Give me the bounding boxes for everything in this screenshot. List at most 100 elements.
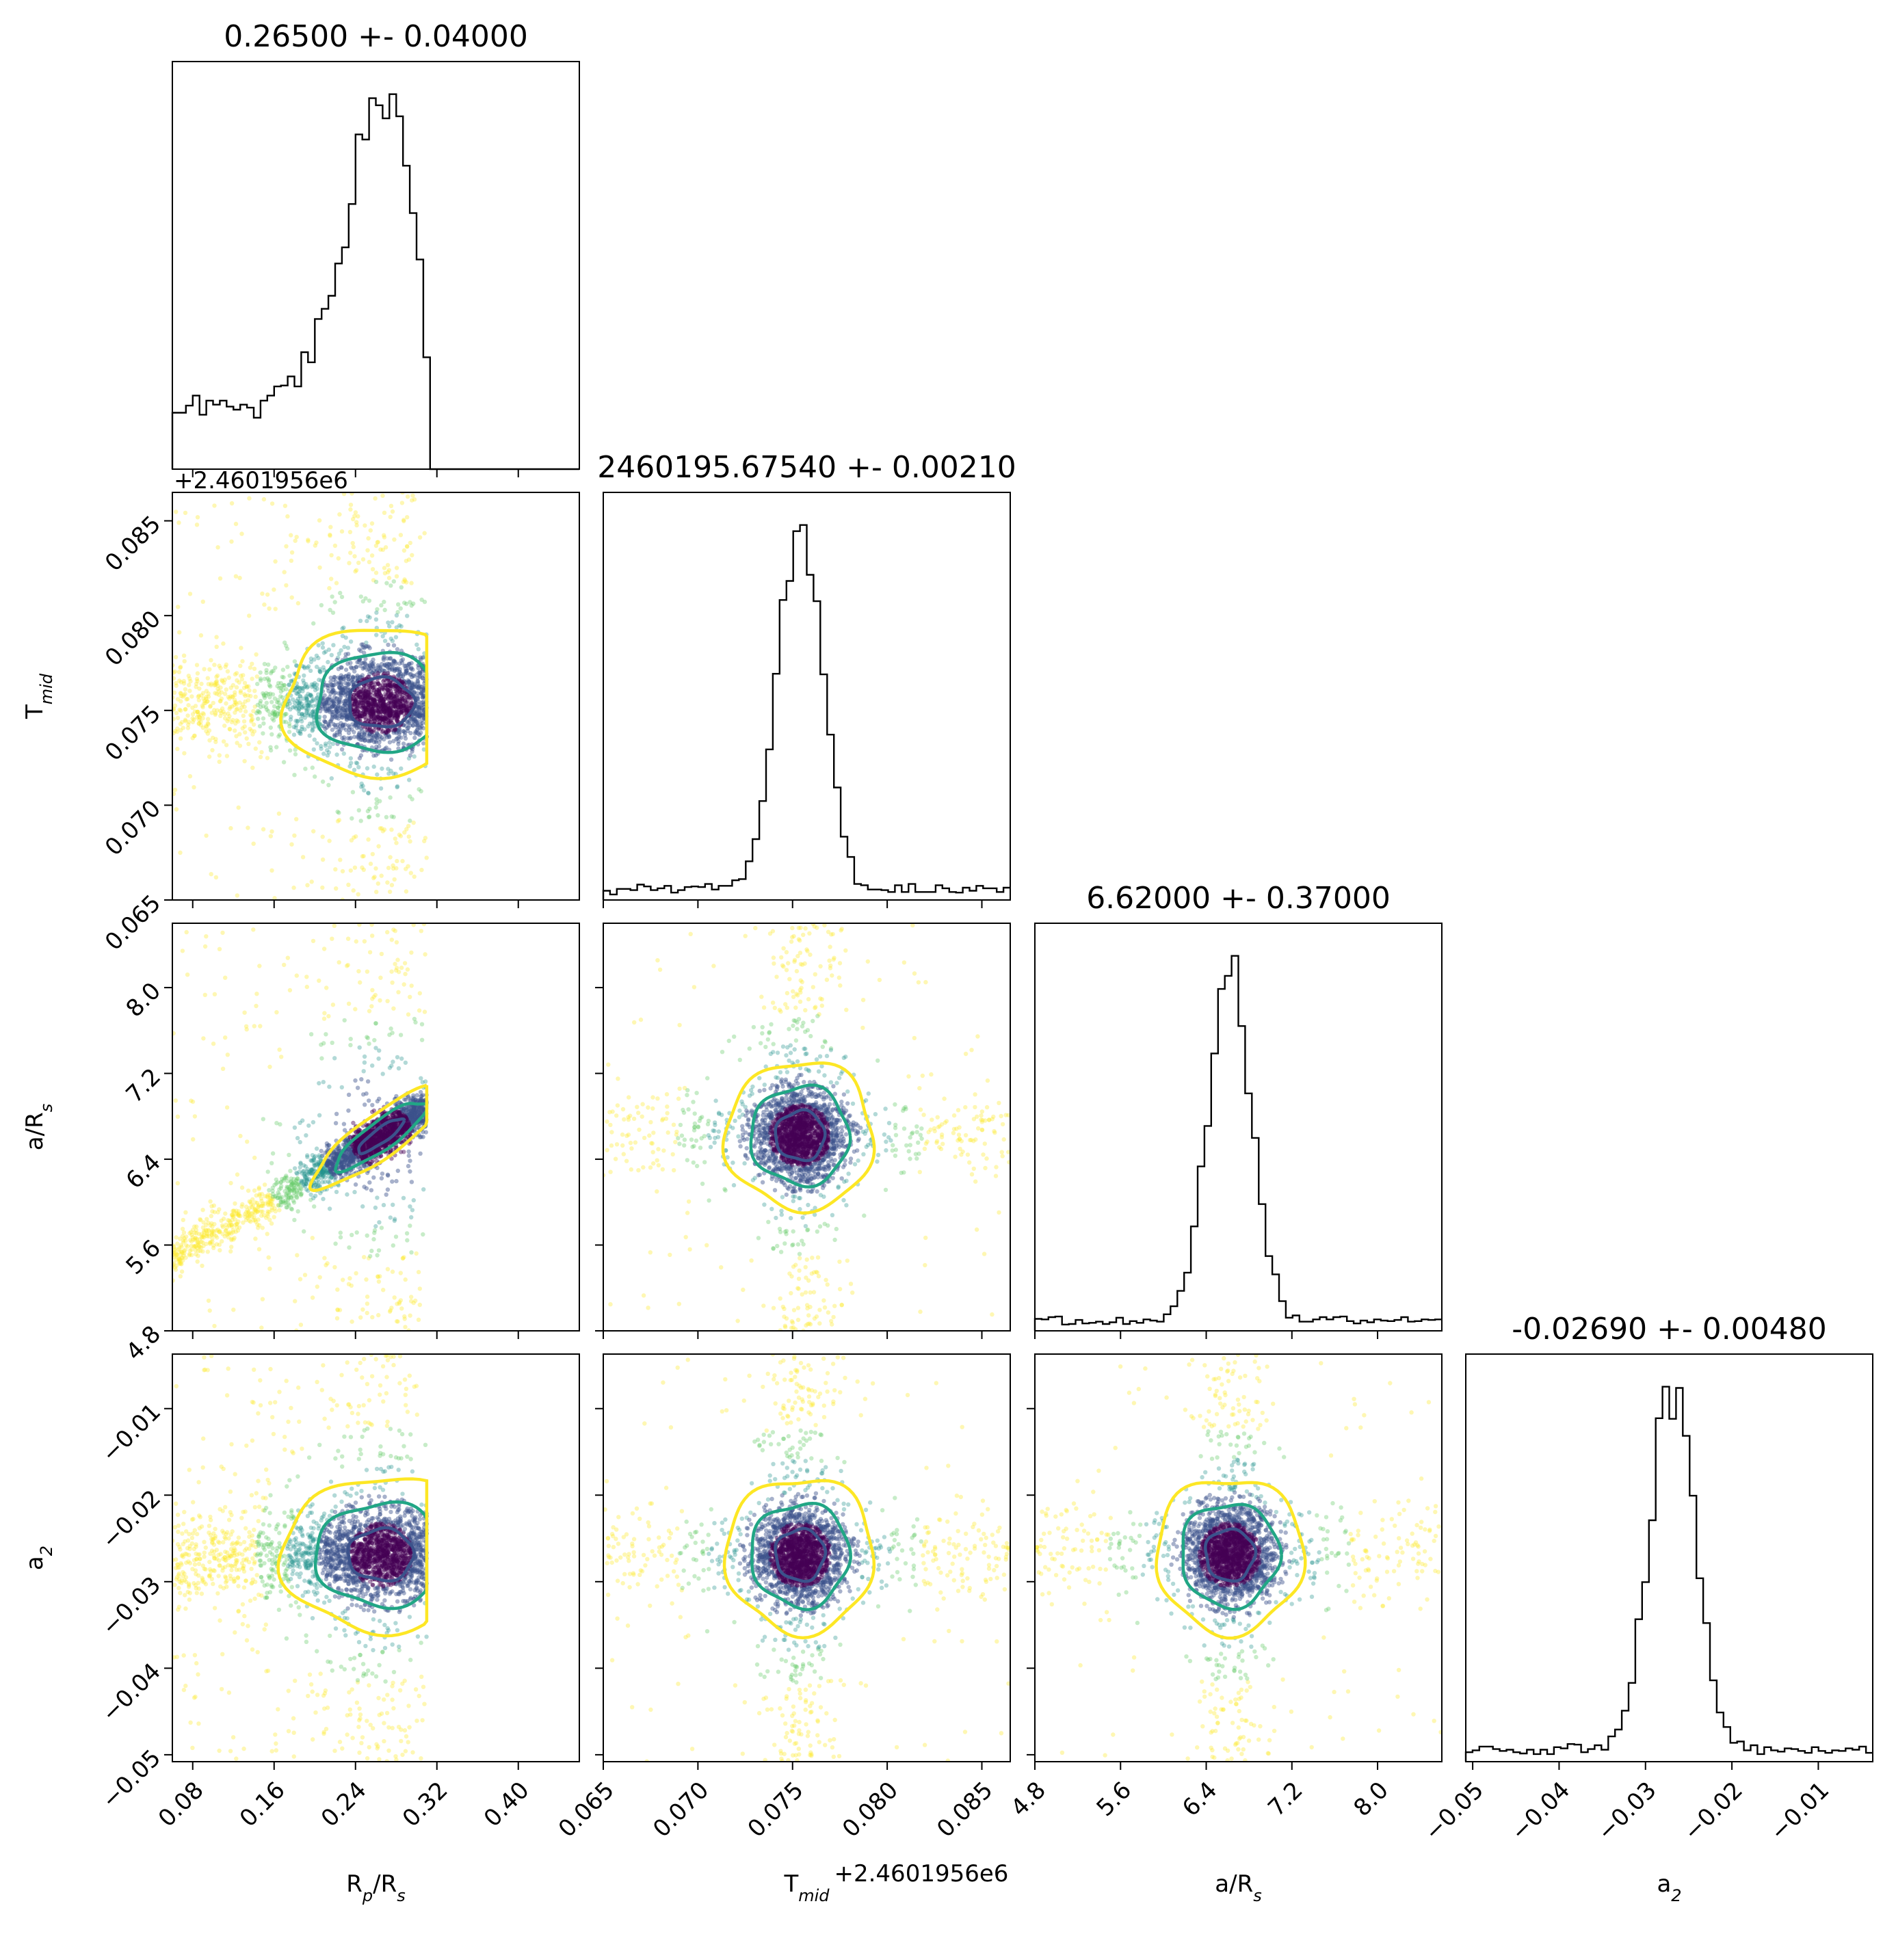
sample-point	[181, 1217, 185, 1223]
sample-point	[398, 533, 404, 538]
sample-point	[317, 668, 322, 674]
sample-point	[391, 863, 395, 868]
sample-point	[246, 698, 251, 703]
sample-point	[282, 640, 287, 645]
sample-point	[394, 711, 399, 716]
sample-point	[398, 705, 403, 710]
sample-point	[328, 691, 333, 696]
sample-point	[391, 659, 396, 663]
sample-point	[287, 724, 292, 729]
sample-point	[344, 691, 350, 696]
sample-point	[332, 701, 337, 706]
sample-point	[384, 683, 389, 688]
sample-point	[398, 710, 403, 715]
sample-point	[249, 717, 254, 723]
sample-point	[354, 711, 359, 717]
sample-point	[278, 680, 283, 686]
sample-point	[404, 559, 409, 564]
sample-point	[295, 719, 300, 724]
sample-point	[261, 692, 267, 697]
sample-point	[272, 713, 277, 717]
sample-point	[375, 717, 380, 722]
sample-point	[211, 1243, 216, 1248]
sample-point	[346, 674, 351, 678]
sample-point	[356, 715, 362, 719]
sample-point	[263, 704, 269, 710]
sample-point	[410, 682, 414, 687]
sample-point	[409, 700, 414, 706]
sample-point	[376, 1279, 382, 1284]
sample-point	[326, 706, 331, 711]
sample-point	[210, 1209, 215, 1214]
sample-point	[254, 1003, 259, 1009]
sample-point	[254, 674, 259, 679]
sample-point	[267, 1188, 272, 1193]
sample-point	[403, 691, 408, 696]
sample-point	[401, 548, 407, 553]
sample-point	[231, 694, 235, 699]
sample-point	[413, 729, 418, 734]
sample-point	[408, 672, 412, 677]
sample-point	[386, 732, 391, 738]
sample-point	[320, 641, 325, 646]
sample-point	[200, 599, 205, 604]
sample-point	[382, 709, 386, 714]
sample-point	[329, 682, 334, 687]
sample-point	[214, 678, 220, 684]
sample-point	[273, 607, 278, 611]
sample-point	[418, 726, 423, 731]
sample-point	[373, 689, 379, 695]
sample-point	[187, 719, 192, 724]
sample-point	[355, 760, 360, 766]
sample-point	[355, 714, 360, 719]
sample-point	[200, 726, 206, 730]
sample-point	[302, 1177, 307, 1182]
sample-point	[339, 676, 344, 680]
sample-point	[204, 729, 209, 734]
sample-point	[408, 994, 412, 1000]
sample-point	[375, 607, 380, 612]
sample-point	[387, 656, 393, 661]
sample-point	[371, 733, 376, 738]
sample-point	[415, 678, 420, 683]
sample-point	[419, 684, 424, 689]
sample-point	[363, 689, 368, 693]
sample-point	[357, 1045, 362, 1050]
sample-point	[395, 672, 401, 678]
sample-point	[371, 578, 376, 583]
sample-point	[405, 719, 410, 725]
sample-point	[201, 696, 206, 701]
sample-point	[376, 732, 381, 737]
sample-point	[375, 693, 380, 698]
sample-point	[371, 685, 376, 690]
sample-point	[322, 1011, 327, 1016]
sample-point	[403, 1277, 408, 1282]
sample-point	[392, 1295, 397, 1300]
sample-point	[389, 691, 393, 696]
sample-point	[258, 670, 263, 675]
sample-point	[369, 738, 374, 743]
sample-point	[348, 868, 353, 873]
sample-point	[183, 687, 188, 692]
sample-point	[294, 1170, 299, 1176]
sample-point	[312, 1163, 317, 1168]
sample-point	[339, 708, 344, 713]
sample-point	[342, 708, 347, 713]
sample-point	[369, 709, 375, 714]
sample-point	[300, 719, 304, 724]
sample-point	[419, 718, 424, 723]
sample-point	[399, 679, 404, 684]
sample-point	[348, 507, 353, 512]
sample-point	[333, 867, 338, 872]
sample-point	[352, 665, 356, 671]
sample-point	[222, 680, 226, 685]
sample-point	[378, 547, 383, 552]
sample-point	[380, 710, 384, 715]
sample-point	[375, 679, 380, 684]
sample-point	[344, 715, 350, 720]
sample-point	[386, 715, 391, 720]
sample-point	[395, 1055, 400, 1060]
sample-point	[321, 665, 326, 670]
sample-point	[219, 696, 224, 701]
sample-point	[390, 639, 395, 644]
